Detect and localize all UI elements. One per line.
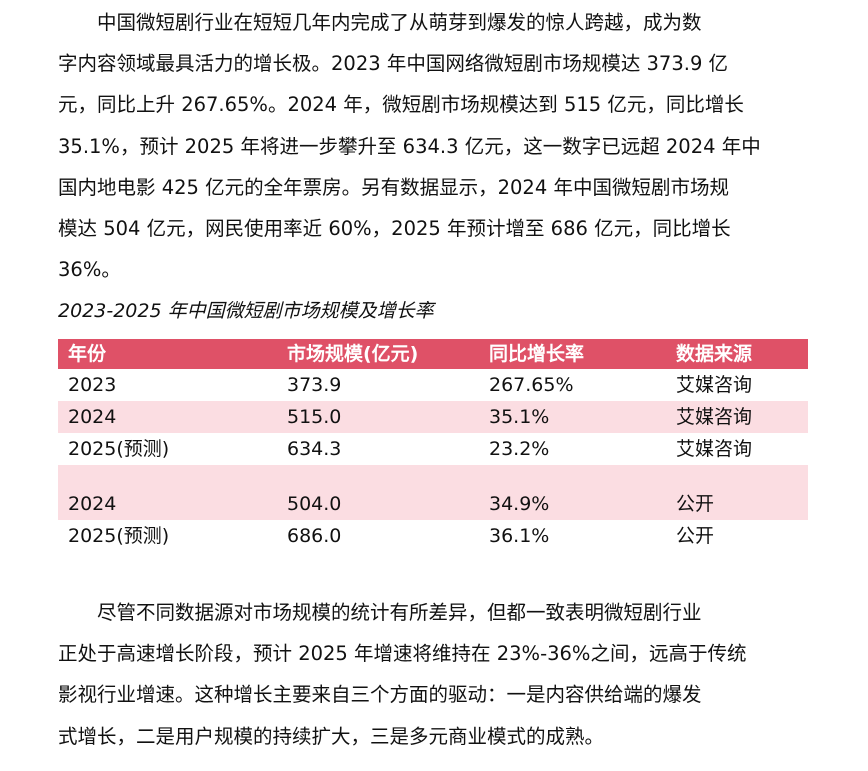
closing-paragraph: 尽管不同数据源对市场规模的统计有所差异，但都一致表明微短剧行业 正处于高速增长阶… bbox=[58, 592, 810, 757]
table-spacer-row bbox=[58, 465, 808, 488]
cell-year: 2025(预测) bbox=[68, 438, 170, 460]
paragraph-line: 中国微短剧行业在短短几年内完成了从萌芽到爆发的惊人跨越，成为数 bbox=[58, 11, 702, 34]
cell-data-source: 艾媒咨询 bbox=[676, 438, 753, 460]
header-growth-rate: 同比增长率 bbox=[489, 343, 585, 365]
table-row: 2023 373.9 267.65% 艾媒咨询 bbox=[58, 369, 808, 401]
cell-growth-rate: 23.2% bbox=[489, 438, 550, 460]
cell-year: 2023 bbox=[68, 374, 117, 396]
table-row: 2024 515.0 35.1% 艾媒咨询 bbox=[58, 401, 808, 433]
table-row: 2025(预测) 686.0 36.1% 公开 bbox=[58, 520, 808, 552]
paragraph-line: 正处于高速增长阶段，预计 2025 年增速将维持在 23%-36%之间，远高于传… bbox=[58, 642, 747, 666]
cell-data-source: 公开 bbox=[676, 525, 715, 547]
paragraph-line: 字内容领域最具活力的增长极。2023 年中国网络微短剧市场规模达 373.9 亿 bbox=[58, 52, 729, 76]
paragraph-line: 36%。 bbox=[58, 258, 121, 282]
cell-growth-rate: 267.65% bbox=[489, 374, 574, 396]
cell-data-source: 艾媒咨询 bbox=[676, 406, 753, 428]
header-year: 年份 bbox=[68, 343, 107, 365]
paragraph-line: 模达 504 亿元，网民使用率近 60%，2025 年预计增至 686 亿元，同… bbox=[58, 217, 731, 241]
paragraph-line: 影视行业增速。这种增长主要来自三个方面的驱动：一是内容供给端的爆发 bbox=[58, 683, 702, 707]
table-header-row: 年份 市场规模(亿元) 同比增长率 数据来源 bbox=[58, 339, 808, 369]
cell-market-size: 634.3 bbox=[287, 438, 342, 460]
table-caption: 2023-2025 年中国微短剧市场规模及增长率 bbox=[58, 300, 434, 322]
cell-growth-rate: 35.1% bbox=[489, 406, 550, 428]
paragraph-line: 35.1%，预计 2025 年将进一步攀升至 634.3 亿元，这一数字已远超 … bbox=[58, 134, 761, 158]
table-row: 2025(预测) 634.3 23.2% 艾媒咨询 bbox=[58, 433, 808, 465]
cell-market-size: 686.0 bbox=[287, 525, 342, 547]
cell-growth-rate: 34.9% bbox=[489, 493, 550, 515]
intro-paragraph: 中国微短剧行业在短短几年内完成了从萌芽到爆发的惊人跨越，成为数 字内容领域最具活… bbox=[58, 2, 810, 290]
paragraph-line: 国内地电影 425 亿元的全年票房。另有数据显示，2024 年中国微短剧市场规 bbox=[58, 175, 729, 199]
table-row: 2024 504.0 34.9% 公开 bbox=[58, 488, 808, 520]
cell-market-size: 373.9 bbox=[287, 374, 342, 396]
cell-market-size: 504.0 bbox=[287, 493, 342, 515]
cell-year: 2024 bbox=[68, 493, 117, 515]
cell-year: 2025(预测) bbox=[68, 525, 170, 547]
cell-year: 2024 bbox=[68, 406, 117, 428]
market-size-table: 年份 市场规模(亿元) 同比增长率 数据来源 2023 373.9 267.65… bbox=[58, 339, 808, 552]
paragraph-line: 尽管不同数据源对市场规模的统计有所差异，但都一致表明微短剧行业 bbox=[58, 601, 702, 624]
paragraph-line: 式增长，二是用户规模的持续扩大，三是多元商业模式的成熟。 bbox=[58, 724, 605, 748]
cell-data-source: 艾媒咨询 bbox=[676, 374, 753, 396]
cell-market-size: 515.0 bbox=[287, 406, 342, 428]
paragraph-line: 元，同比上升 267.65%。2024 年，微短剧市场规模达到 515 亿元，同… bbox=[58, 93, 744, 117]
header-data-source: 数据来源 bbox=[676, 343, 753, 365]
cell-data-source: 公开 bbox=[676, 493, 715, 515]
cell-growth-rate: 36.1% bbox=[489, 525, 550, 547]
header-market-size: 市场规模(亿元) bbox=[287, 343, 419, 365]
